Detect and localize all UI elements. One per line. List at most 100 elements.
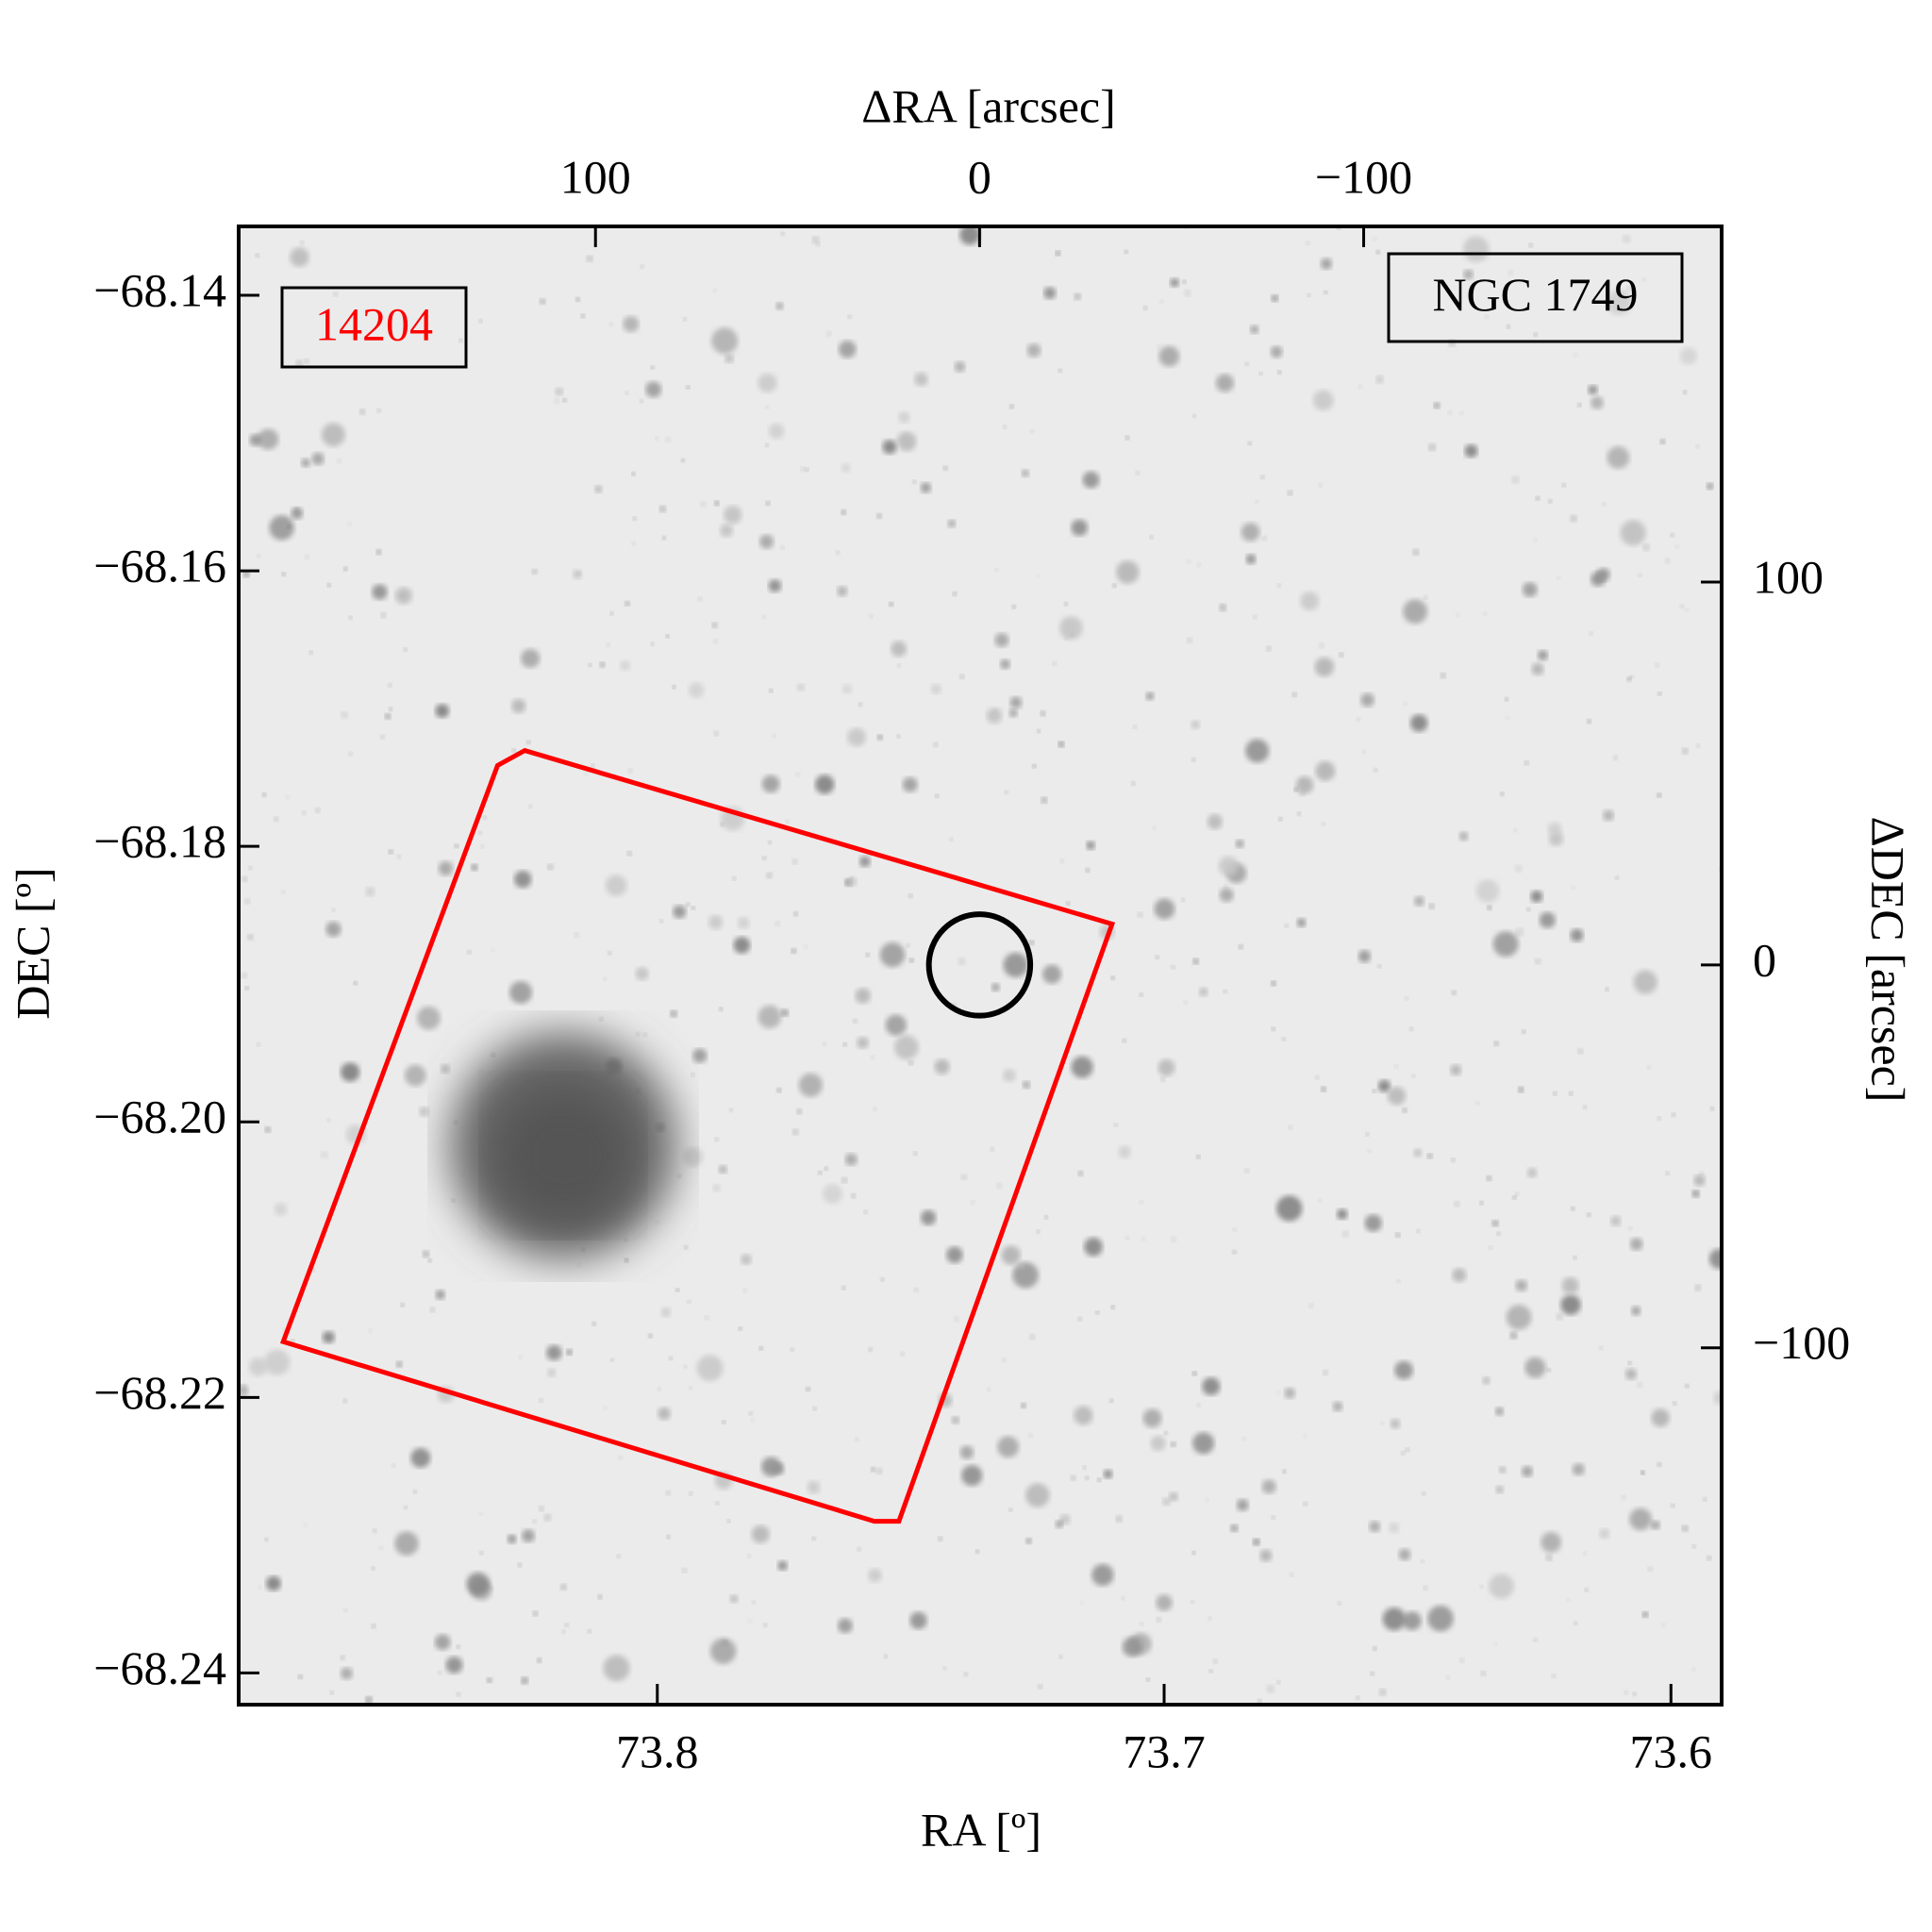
star [642,1032,647,1037]
star [1218,856,1239,876]
star [994,568,999,573]
star [1318,1198,1323,1203]
star [824,1166,828,1171]
star [1312,390,1334,411]
star [1029,1334,1036,1341]
star [1137,911,1143,918]
star [371,1566,375,1571]
star [750,1418,755,1423]
star [394,1531,419,1556]
star [838,1618,853,1634]
star [1180,897,1185,902]
x-tick-label: 73.6 [1630,1724,1713,1777]
star [359,408,366,415]
star [1610,1215,1622,1226]
star [1458,831,1469,841]
star [1665,1171,1670,1175]
star [1699,1171,1704,1175]
star [269,515,294,541]
star [1122,1039,1126,1043]
star [1086,841,1095,850]
star [1693,1174,1706,1187]
star [1091,1563,1114,1587]
star [404,1506,408,1510]
star [1337,1601,1341,1606]
star [347,522,352,526]
star [255,253,259,258]
y-tick-label: −68.20 [93,1091,226,1143]
star [1196,1155,1201,1159]
star [1695,444,1700,449]
star [815,774,835,794]
star [635,967,649,981]
star [1623,235,1631,243]
star [900,1352,905,1357]
star [1095,1310,1100,1315]
star [1198,987,1208,997]
star [868,1347,873,1352]
star [419,1107,429,1117]
star [547,1368,557,1377]
star [539,1398,543,1403]
star [1021,469,1029,477]
star [575,297,580,302]
star [724,354,734,363]
star [1570,515,1577,523]
star [1387,1087,1407,1106]
star [1553,1091,1557,1096]
star [990,1147,994,1152]
star [1077,1317,1082,1322]
star [1537,650,1548,661]
star [1375,250,1381,255]
star [303,1523,308,1527]
star [1069,632,1074,638]
star [1245,554,1257,565]
star [1319,642,1324,649]
star [301,458,310,468]
star [812,1407,817,1411]
star [1236,1499,1249,1511]
star [722,1420,726,1424]
star [775,302,784,310]
star [908,958,914,963]
star [933,741,939,747]
star [908,1060,914,1066]
star [427,1258,432,1263]
star [1535,496,1541,501]
star [320,1151,328,1159]
star [640,399,644,404]
star [673,905,687,919]
star [1691,1667,1696,1672]
star [1556,575,1560,580]
star [1041,964,1062,984]
star [1494,1407,1505,1416]
star [479,1551,484,1556]
star [738,1326,742,1331]
star [766,872,773,879]
star [1571,885,1575,890]
star [1607,290,1632,315]
y-tick-label: −68.24 [93,1641,226,1694]
star [1171,1237,1176,1242]
star [868,1568,882,1583]
star [1339,652,1344,658]
star [1113,1123,1118,1127]
star [1140,1622,1144,1626]
star [1703,1497,1707,1502]
star [1524,1357,1546,1378]
star [1219,604,1227,611]
star [689,1491,693,1496]
star [1145,691,1155,701]
star [1569,1091,1574,1096]
star [388,849,393,855]
star [636,1032,641,1037]
star [780,545,785,550]
star [1507,270,1514,275]
star [482,815,487,820]
star [1602,502,1607,507]
star [1377,1079,1391,1092]
star [1587,719,1591,724]
star [1132,724,1137,729]
star [1276,583,1281,588]
star [367,1695,374,1701]
